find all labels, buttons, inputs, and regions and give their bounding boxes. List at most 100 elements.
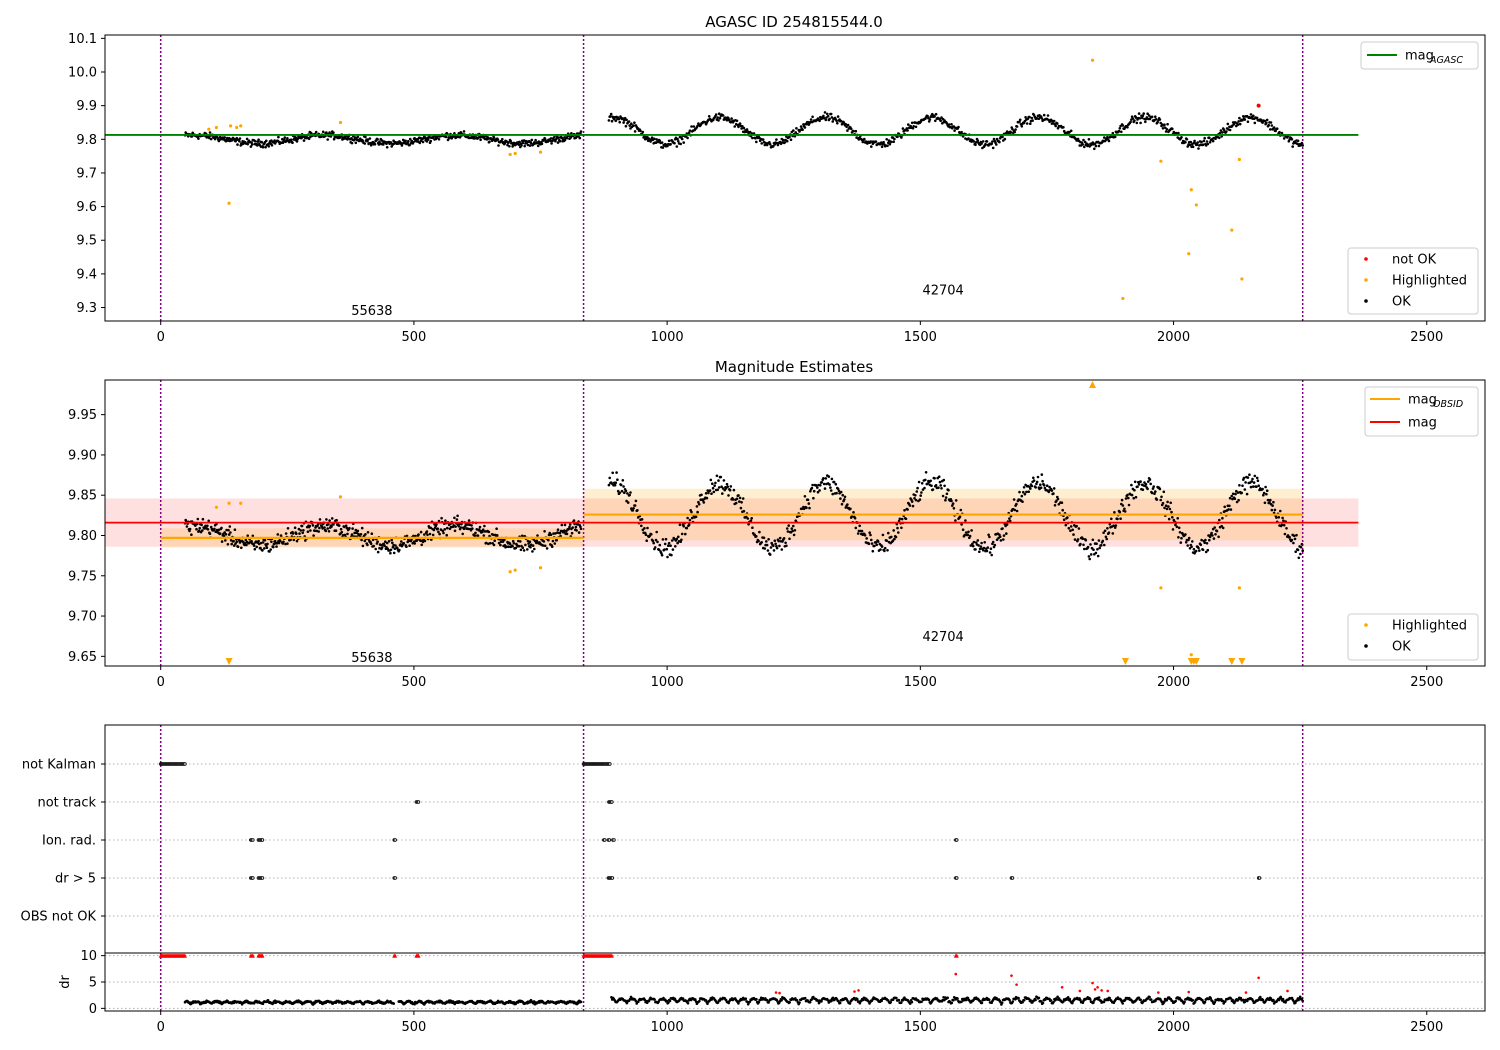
dr-outlier-point	[1187, 990, 1191, 994]
highlighted-point	[1159, 159, 1163, 163]
ok-point	[663, 548, 666, 551]
ok-point	[1141, 114, 1145, 117]
ok-point	[765, 543, 769, 547]
ok-point	[805, 506, 808, 510]
dr-outlier-point	[1091, 981, 1094, 985]
ok-point	[1278, 130, 1281, 134]
ok-point	[208, 532, 212, 535]
ok-point	[441, 529, 445, 533]
ok-point	[881, 533, 885, 537]
dr-point	[1041, 1001, 1045, 1005]
ok-point	[1108, 523, 1112, 526]
ok-point	[1175, 525, 1179, 529]
ok-point	[984, 142, 987, 146]
ok-point	[435, 523, 438, 526]
ok-point	[1255, 476, 1259, 480]
ok-point	[951, 502, 955, 505]
ok-point	[1052, 487, 1056, 490]
ok-point	[413, 542, 417, 545]
ok-point	[1091, 538, 1095, 542]
ok-point	[563, 138, 567, 142]
ok-point	[673, 141, 676, 145]
ok-point	[466, 523, 470, 526]
ok-point	[1025, 122, 1029, 125]
ok-point	[697, 503, 701, 506]
ok-point	[292, 538, 296, 542]
dr-point	[1088, 998, 1092, 1001]
dr-point	[1017, 996, 1020, 1000]
highlighted-point	[239, 501, 243, 505]
ok-point	[1153, 492, 1156, 496]
ok-point	[663, 542, 667, 546]
ok-point	[1279, 509, 1282, 513]
ok-point	[246, 142, 249, 146]
ok-point	[385, 146, 389, 149]
ok-point	[682, 141, 685, 144]
ok-point	[741, 497, 745, 500]
ok-point	[687, 131, 691, 134]
ok-point	[547, 538, 550, 542]
ok-point	[924, 478, 927, 482]
ok-point	[543, 137, 547, 141]
ok-point	[225, 528, 228, 532]
ok-point	[1225, 130, 1228, 133]
ok-point	[660, 553, 664, 557]
ok-point	[353, 531, 356, 535]
ok-point	[240, 546, 243, 550]
ok-point	[1189, 140, 1193, 144]
ok-point	[1205, 140, 1209, 143]
ok-point	[844, 123, 848, 126]
ok-point	[556, 528, 560, 531]
dr-outlier-point	[1078, 989, 1082, 993]
y-tick-label: 9.85	[68, 489, 97, 504]
ok-point	[563, 523, 567, 527]
ok-point	[568, 523, 572, 526]
ok-point	[1215, 529, 1219, 533]
ok-point	[534, 138, 537, 142]
ok-point	[762, 536, 766, 540]
ok-point	[353, 138, 356, 141]
ok-point	[1047, 490, 1051, 494]
dr-point	[629, 995, 633, 999]
ok-point	[495, 527, 498, 530]
ok-point	[995, 538, 999, 541]
ok-point	[495, 534, 499, 537]
ok-point	[1075, 524, 1078, 528]
ok-point	[1133, 480, 1137, 484]
ok-point	[607, 483, 611, 487]
dr-outlier-point	[1244, 991, 1248, 994]
ok-point	[1165, 507, 1169, 511]
ok-point	[255, 144, 259, 147]
ok-point	[727, 494, 730, 497]
ok-point	[690, 516, 694, 520]
ok-point	[1076, 137, 1080, 141]
ok-point	[904, 517, 908, 521]
ok-point	[332, 137, 336, 141]
ok-point	[687, 523, 691, 526]
ok-point	[545, 547, 549, 550]
ok-point	[1008, 519, 1012, 523]
ok-point	[1195, 143, 1199, 146]
ok-point	[721, 487, 725, 490]
ok-point	[1089, 553, 1093, 556]
ok-point	[1018, 118, 1022, 122]
ok-point	[1269, 121, 1273, 124]
ok-point	[717, 479, 720, 482]
ok-point	[311, 524, 315, 527]
ok-point	[677, 140, 680, 143]
ok-point	[957, 125, 960, 129]
ok-point	[488, 541, 492, 545]
ok-point	[806, 498, 810, 502]
dr-point	[1183, 1000, 1186, 1004]
x-tick-label: 1000	[651, 675, 684, 690]
ok-point	[1252, 485, 1255, 488]
ok-point	[483, 530, 487, 533]
ok-point	[1200, 140, 1203, 144]
dr-point	[1243, 1000, 1247, 1004]
ok-point	[834, 482, 838, 486]
ok-point	[409, 142, 413, 145]
highlighted-point	[1189, 653, 1193, 657]
ok-point	[674, 545, 677, 548]
dr-point	[1040, 1000, 1043, 1003]
